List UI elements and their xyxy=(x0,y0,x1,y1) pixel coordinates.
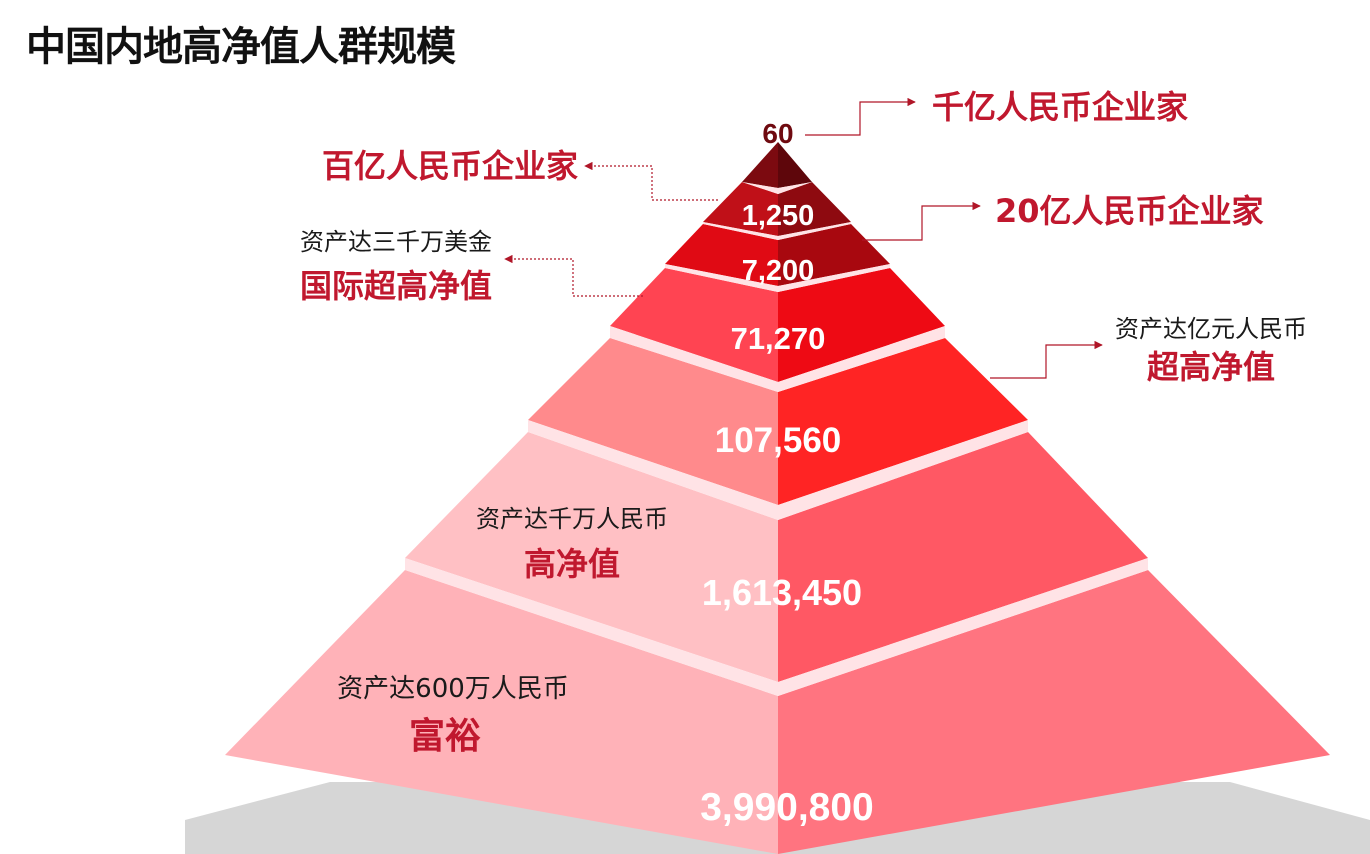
tier-5-label: 超高净值 xyxy=(1147,348,1275,386)
pyramid-tier-5-right-face xyxy=(778,338,1028,505)
tier-separator xyxy=(610,326,945,392)
tier-1-label: 千亿人民币企业家 xyxy=(932,88,1188,126)
tier-6-label: 高净值 xyxy=(524,545,620,583)
tier-4-label: 国际超高净值 xyxy=(300,267,492,305)
leader-line-arrow xyxy=(805,97,916,136)
leader-line-arrow xyxy=(862,201,981,241)
tier-2-value: 1,250 xyxy=(742,200,815,232)
pyramid-tier-4-left-face xyxy=(610,268,778,382)
tier-6-sublabel: 资产达千万人民币 xyxy=(476,505,668,533)
pyramid-tier-2-right-face xyxy=(778,182,851,236)
tier-7-label: 富裕 xyxy=(409,715,481,757)
tier-7-sublabel: 资产达600万人民币 xyxy=(337,674,569,704)
pyramid-tier-5-left-face xyxy=(528,338,778,505)
pyramid-tier-7-right-face xyxy=(778,570,1330,854)
leader-line-arrow xyxy=(504,254,643,297)
tier-3-value: 7,200 xyxy=(742,255,815,287)
leader-line-arrow xyxy=(584,161,718,201)
tier-7-value: 3,990,800 xyxy=(700,786,874,829)
tier-1-value: 60 xyxy=(762,118,793,149)
pyramid-tier-4-right-face xyxy=(778,268,945,382)
tier-5-value: 107,560 xyxy=(715,421,842,460)
tier-separator xyxy=(742,182,812,194)
tier-2-label: 百亿人民币企业家 xyxy=(322,147,578,185)
pyramid-tier-3-left-face xyxy=(665,224,778,286)
tier-3-label: 20亿人民币企业家 xyxy=(995,192,1264,230)
leader-line-arrow xyxy=(990,340,1103,379)
tier-4-sublabel: 资产达三千万美金 xyxy=(300,228,492,256)
pyramid-tier-2-left-face xyxy=(703,182,778,236)
pyramid-tier-6-left-face xyxy=(405,432,778,682)
pyramid-tier-6-right-face xyxy=(778,432,1148,682)
tier-separator xyxy=(665,264,890,292)
page-title: 中国内地高净值人群规模 xyxy=(26,25,456,69)
pyramid-tier-1-left-face xyxy=(742,142,778,188)
tier-4-value: 71,270 xyxy=(731,321,826,356)
tier-5-sublabel: 资产达亿元人民币 xyxy=(1115,315,1307,343)
tier-6-value: 1,613,450 xyxy=(702,572,862,613)
pyramid-tier-7-left-face xyxy=(225,570,778,854)
pyramid-tier-1-right-face xyxy=(778,142,812,188)
tier-separator xyxy=(703,222,851,240)
